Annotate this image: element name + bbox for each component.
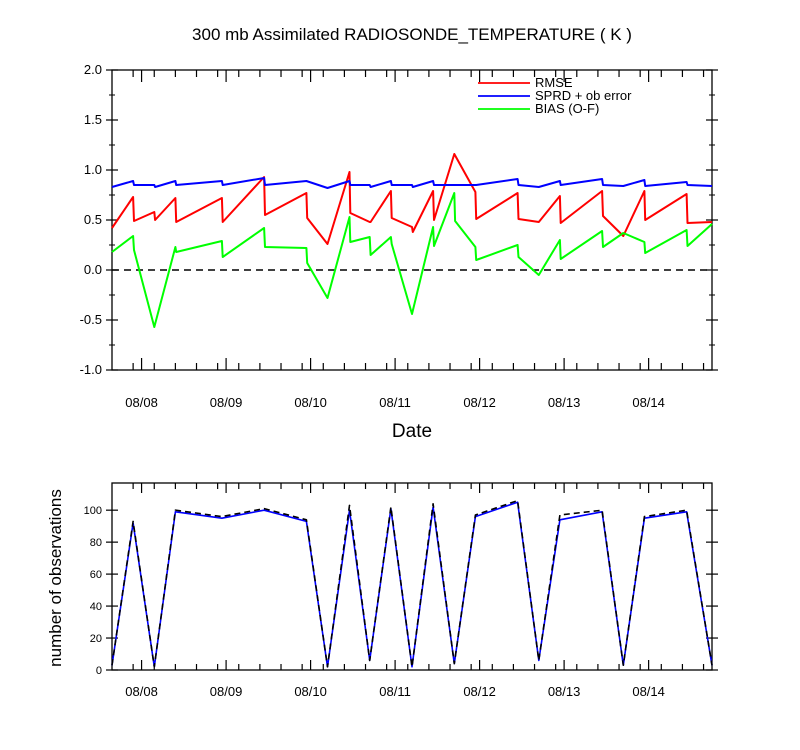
bottom-y-tick-label: 100: [84, 505, 102, 517]
top-y-tick-label: -0.5: [80, 312, 102, 327]
top-plot-frame: [111, 69, 713, 371]
top-x-tick-label: 08/11: [379, 395, 411, 410]
top-series-bias-o-f: [111, 192, 713, 328]
top-chart: 08/08 08/09 08/10 08/11 08/12 08/13 08/14 -1.0 -…: [80, 62, 718, 410]
bottom-x-tick-label: 08/13: [548, 684, 581, 699]
bottom-y-tick-label: 80: [90, 537, 102, 549]
bottom-x-tick-label: 08/09: [210, 684, 243, 699]
bottom-x-tick-label: 08/14: [632, 684, 665, 699]
top-series-sprd-ob-error: [111, 177, 713, 189]
top-chart-title: 300 mb Assimilated RADIOSONDE_TEMPERATUR…: [192, 25, 632, 44]
top-x-tick-label: 08/14: [632, 395, 665, 410]
bottom-y-tick-label: 20: [90, 633, 102, 645]
bottom-plot-frame: [111, 482, 713, 671]
bottom-chart-ylabel: number of observations: [46, 489, 65, 667]
top-x-tick-label: 08/13: [548, 395, 581, 410]
bottom-series-total: [111, 499, 713, 668]
top-legend-label: RMSE: [535, 75, 573, 90]
bottom-series-assimilated: [111, 501, 713, 668]
bottom-y-tick-label: 0: [96, 665, 102, 677]
top-series-rmse: [111, 153, 713, 245]
top-chart-xlabel: Date: [392, 421, 432, 442]
bottom-y-tick-label: 40: [90, 601, 102, 613]
top-x-tick-label: 08/12: [463, 395, 496, 410]
top-legend-label: BIAS (O-F): [535, 101, 599, 116]
bottom-x-tick-label: 08/11: [379, 684, 411, 699]
bottom-y-tick-label: 60: [90, 569, 102, 581]
top-x-tick-label: 08/08: [125, 395, 158, 410]
bottom-x-tick-label: 08/08: [125, 684, 158, 699]
top-y-tick-label: 1.5: [84, 112, 102, 127]
top-y-tick-label: -1.0: [80, 362, 102, 377]
top-x-tick-label: 08/10: [294, 395, 327, 410]
top-x-tick-label: 08/09: [210, 395, 243, 410]
top-y-tick-label: 0.5: [84, 212, 102, 227]
top-y-tick-label: 0.0: [84, 262, 102, 277]
top-legend-label: SPRD + ob error: [535, 88, 632, 103]
bottom-x-tick-label: 08/12: [463, 684, 496, 699]
top-y-tick-label: 1.0: [84, 162, 102, 177]
bottom-chart: 08/08 08/09 08/10 08/11 08/12 08/13 08/14 0 20 40…: [84, 482, 718, 699]
top-y-tick-label: 2.0: [84, 62, 102, 77]
bottom-x-tick-label: 08/10: [294, 684, 327, 699]
